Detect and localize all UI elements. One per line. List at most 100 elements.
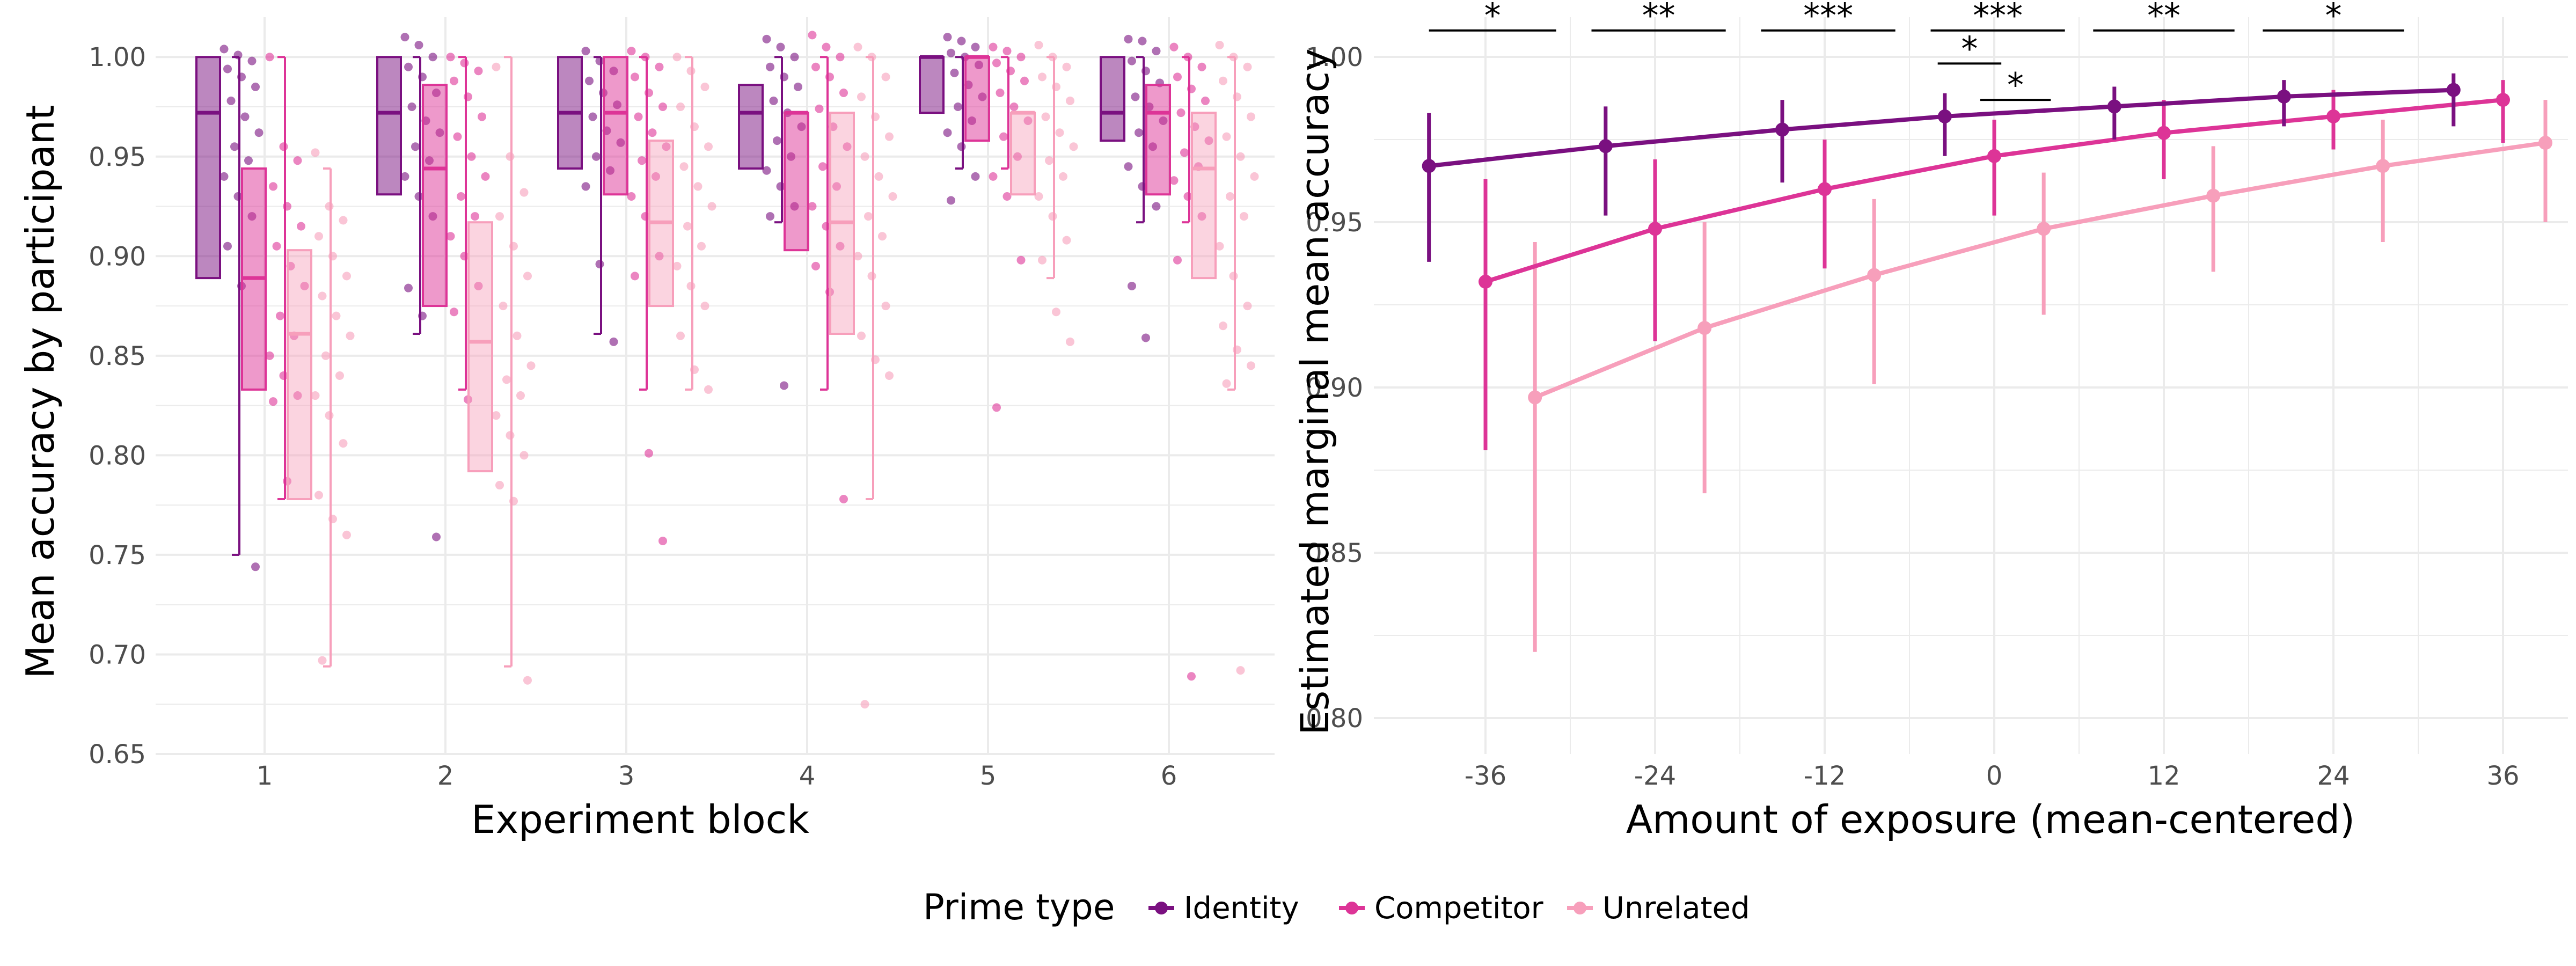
data-point [864,212,873,221]
box-iqr [287,249,312,501]
data-point [672,261,682,270]
significance-label: ** [2147,0,2180,35]
data-point [766,62,774,71]
data-point [339,439,348,448]
data-point [585,76,594,85]
series-point [2538,136,2552,150]
series-unrelated [1528,100,2552,652]
left-x-tick-label: 5 [980,761,997,791]
data-point [766,212,774,221]
left-y-tick-label: 1.00 [89,42,146,72]
significance-annotations: * ** *** ******* * [1429,0,2404,105]
series-point [1422,159,1436,173]
right-y-axis-title: Estimated marginal mean accuracy [1292,48,1337,735]
data-point [704,142,713,151]
data-point [690,365,699,374]
data-point [265,53,274,62]
box-group [648,53,716,394]
data-point [526,361,536,370]
data-point [411,142,420,151]
legend-items: Identity Competitor Unrelated [1148,891,1750,926]
data-point [762,34,771,43]
data-point [495,212,504,221]
left-y-tick-label: 0.95 [89,142,146,172]
data-point [230,142,239,151]
data-point [638,156,646,165]
data-point [871,355,880,364]
data-point [265,351,274,360]
left-y-tick-label: 0.75 [89,540,146,570]
data-point [1219,76,1227,85]
data-point [342,272,351,281]
box-iqr [1191,112,1217,280]
left-x-tick-label: 2 [437,761,454,791]
left-y-tick-label: 0.85 [89,341,146,371]
box-iqr [195,56,221,280]
data-point [492,411,501,420]
data-point [1247,361,1255,370]
data-point [1173,72,1182,82]
data-point [474,281,483,290]
data-point [652,172,660,181]
data-point [233,192,243,201]
left-x-tick-labels: 1 2 3 4 5 6 [257,761,1177,791]
data-point [871,112,880,121]
data-point [279,371,288,380]
data-point [325,202,334,211]
data-point [474,67,483,76]
box-iqr [1100,56,1125,142]
data-point [1187,84,1196,93]
data-point [947,196,955,205]
data-point [450,308,458,317]
box-iqr [376,56,402,196]
legend-key-point [1574,902,1586,914]
data-point [404,283,413,292]
series-point [2206,188,2221,203]
box-group [1191,40,1259,675]
data-point [321,351,330,360]
box-iqr [738,84,764,170]
box-group [829,42,897,709]
data-point [1013,152,1022,161]
data-point [769,96,778,105]
box-iqr [919,56,945,114]
data-point [1062,236,1071,245]
data-point [519,188,529,197]
data-point [822,222,831,231]
data-point [815,104,824,113]
legend-label: Competitor [1374,891,1544,926]
right-y-tick-label: 0.85 [1306,538,1363,568]
data-point [885,371,894,380]
right-y-tick-label: 0.80 [1306,704,1363,734]
data-point [700,302,709,311]
significance-label: * [2007,65,2024,105]
data-point [1176,108,1185,118]
data-point [1124,162,1133,171]
data-point [450,76,458,85]
data-point [1038,72,1046,82]
right-x-axis-title: Amount of exposure (mean-centered) [1626,797,2355,842]
data-point [481,172,490,181]
box-group [603,47,671,545]
data-point [460,58,469,68]
data-point [1152,202,1161,211]
data-point [686,281,696,290]
data-point [634,112,643,121]
data-point [581,182,590,191]
right-x-tick-label: 36 [2486,761,2519,791]
data-point [588,112,597,121]
series-line [1534,141,2546,400]
data-point [283,202,291,211]
data-point [502,375,511,384]
box-iqr [603,56,628,196]
data-point [631,72,639,82]
data-point [686,67,696,76]
data-point [519,451,529,460]
data-point [641,53,650,62]
data-point [957,142,966,151]
data-point [609,337,618,346]
data-point [672,53,682,62]
data-point [860,152,869,161]
left-y-axis-title: Mean accuracy by participant [18,105,63,679]
significance-label: * [2325,0,2342,35]
